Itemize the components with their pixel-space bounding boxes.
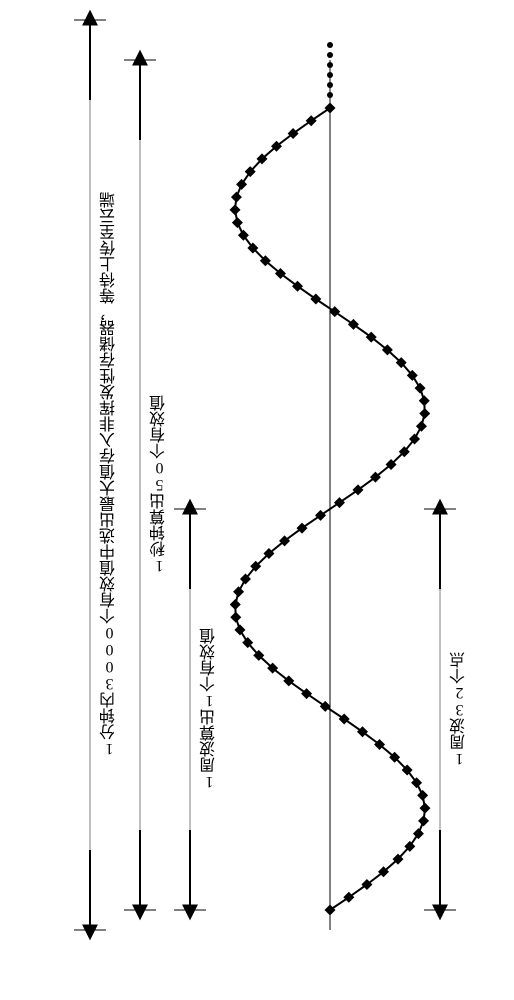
label-sec-50rms: 1秒钟算出50个有效值: [148, 60, 172, 910]
label-min-3000max: 1分钟内3000个有效值中选出最大值存入非挥发性存储器，等待上传至云端: [98, 20, 122, 930]
diagram-container: 1周波32个点 1周波算出1个有效值 1秒钟算出50个有效值 1分钟内3000个…: [0, 0, 514, 1000]
diagram-svg: [0, 0, 514, 1000]
label-cycle-32points: 1周波32个点: [448, 509, 472, 910]
label-cycle-1rms: 1周波算出1个有效值: [198, 509, 222, 910]
